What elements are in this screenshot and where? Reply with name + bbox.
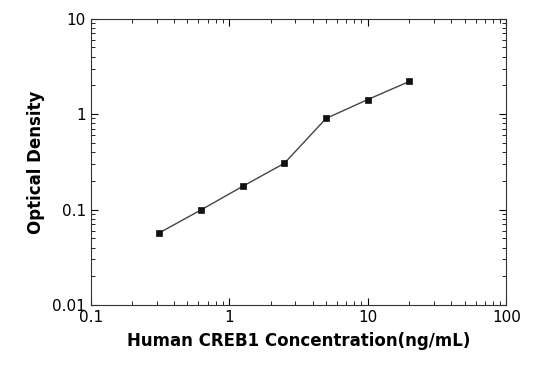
X-axis label: Human CREB1 Concentration(ng/mL): Human CREB1 Concentration(ng/mL) bbox=[127, 332, 470, 350]
Y-axis label: Optical Density: Optical Density bbox=[27, 90, 45, 234]
